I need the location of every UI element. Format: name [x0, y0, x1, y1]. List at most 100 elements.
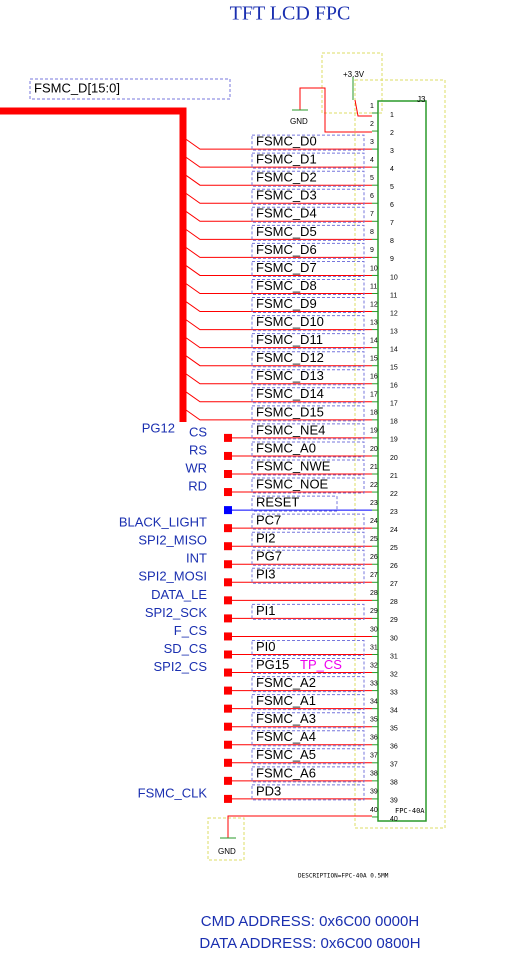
net-label: PI1 [256, 603, 276, 618]
net-label-box [251, 351, 365, 368]
net-label-box [251, 188, 365, 205]
pin-number: 30 [370, 626, 378, 633]
power-box [321, 52, 383, 114]
bus-label-box [29, 78, 231, 100]
pin-number: 21 [390, 473, 398, 480]
wire [182, 172, 372, 186]
pin-number: 33 [390, 689, 398, 696]
net-label: FSMC_A6 [256, 765, 316, 780]
connector-ref: J3 [417, 95, 426, 104]
pin-number: 15 [370, 356, 378, 363]
pin-number: 3 [390, 148, 394, 155]
net-label-box [251, 224, 365, 241]
pin-number: 39 [390, 798, 398, 805]
pin-number: 40 [390, 816, 398, 823]
pin-number: 5 [370, 175, 374, 182]
net-label-box [251, 513, 365, 530]
net-label-box [251, 459, 365, 476]
title: TFT LCD FPC [230, 3, 351, 25]
pin-number: 8 [390, 238, 394, 245]
pin-number: 30 [390, 635, 398, 642]
pin-number: 25 [370, 536, 378, 543]
net-label-box [251, 730, 365, 747]
pin-number: 16 [390, 383, 398, 390]
terminal [224, 506, 232, 515]
pin-number: 13 [390, 328, 398, 335]
net-label-box [251, 152, 365, 169]
wire [182, 335, 372, 349]
terminal [224, 433, 232, 442]
net-label: FSMC_D11 [256, 332, 323, 347]
pin-number: 33 [370, 680, 378, 687]
gnd-label: GND [218, 847, 236, 856]
power-label: +3.3V [343, 70, 365, 79]
net-label: FSMC_D4 [256, 206, 317, 221]
terminal [224, 776, 232, 785]
net-label-box [251, 333, 365, 350]
gnd-wire [227, 815, 372, 838]
net-label-box [251, 297, 365, 314]
net-label-box [251, 315, 365, 332]
net-label: FSMC_A1 [256, 693, 316, 708]
wire [182, 190, 372, 204]
pin-number: 22 [390, 491, 398, 498]
pin-number: 24 [370, 518, 378, 525]
pin-number: 17 [370, 392, 378, 399]
terminal [224, 758, 232, 767]
pin-number: 12 [390, 310, 398, 317]
signal-label: SPI2_MOSI [138, 569, 207, 584]
signal-label: SD_CS [164, 641, 208, 656]
net-label: FSMC_D13 [256, 368, 324, 383]
net-label: FSMC_D3 [256, 188, 317, 203]
address: CMD ADDRESS: 0x6C00 0000H [201, 913, 419, 930]
bus [0, 107, 187, 422]
net-label: PI3 [256, 567, 276, 582]
pin-number: 31 [370, 644, 378, 651]
pin-number: 26 [390, 563, 398, 570]
pin-number: 8 [370, 229, 374, 236]
pin-number: 40 [370, 807, 378, 814]
net-label-box [251, 477, 365, 494]
pin-number: 28 [370, 590, 378, 597]
pin-number: 20 [390, 455, 398, 462]
pin-number: 6 [370, 193, 374, 200]
power-wire [354, 99, 372, 117]
net-label-box [251, 387, 365, 404]
net-label: FSMC_D10 [256, 314, 324, 329]
terminal [224, 542, 232, 551]
pin-number: 36 [390, 744, 398, 751]
pin-number: 16 [370, 374, 378, 381]
net-label-box [251, 242, 365, 259]
net-label: FSMC_NOE [256, 476, 329, 491]
net-label-box [251, 531, 365, 548]
terminal [224, 794, 232, 803]
pin-number: 10 [370, 265, 378, 272]
net-label: FSMC_D9 [256, 296, 317, 311]
net-label-box [251, 134, 365, 151]
wire [182, 353, 372, 367]
net-label: FSMC_A4 [256, 729, 316, 744]
pin-number: 39 [370, 789, 378, 796]
net-label: PI2 [256, 531, 276, 546]
net-label-box [251, 369, 365, 386]
pin-number: 18 [390, 419, 398, 426]
net-label: FSMC_A5 [256, 747, 316, 762]
gnd-wire [299, 87, 372, 133]
pin-number: 32 [370, 662, 378, 669]
pin-number: 20 [370, 446, 378, 453]
net-label-box [251, 658, 365, 675]
pin-number: 23 [390, 509, 398, 516]
pin-number: 34 [370, 698, 378, 705]
signal-label: SPI2_SCK [145, 605, 207, 620]
terminal [224, 451, 232, 460]
pin-number: 4 [390, 166, 394, 173]
signal-label: CS [189, 424, 207, 439]
pin-number: 37 [390, 762, 398, 769]
terminal [224, 686, 232, 695]
net-label-box [251, 766, 365, 783]
wire [182, 244, 372, 258]
pin-number: 1 [390, 112, 394, 119]
pin-number: 29 [390, 617, 398, 624]
signal-label: RS [189, 442, 207, 457]
terminal [224, 578, 232, 587]
